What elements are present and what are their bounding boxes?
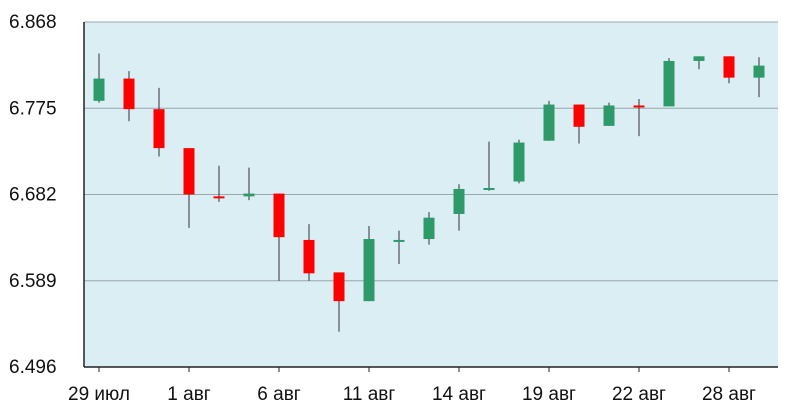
candle xyxy=(543,100,555,141)
candle-body xyxy=(633,105,645,108)
candle-body xyxy=(723,56,735,78)
y-tick-label: 6.775 xyxy=(9,98,57,119)
x-tick-label: 6 авг xyxy=(257,384,301,405)
candle xyxy=(183,148,195,228)
candle-body xyxy=(573,104,585,127)
y-tick-label: 6.868 xyxy=(9,12,57,33)
candle-body xyxy=(273,193,285,238)
candle-body xyxy=(393,239,405,242)
candle xyxy=(393,230,405,265)
candle xyxy=(723,56,735,84)
candle xyxy=(303,224,315,281)
candle xyxy=(663,58,675,107)
candle-body xyxy=(483,188,495,191)
x-tick-label: 11 авг xyxy=(343,384,396,405)
x-tick-labels: 29 июл 1 авг 6 авг 11 авг 14 авг 19 авг 22 авг… xyxy=(68,367,756,405)
candle xyxy=(573,104,585,144)
candle-body xyxy=(363,239,375,302)
candle xyxy=(423,212,435,245)
candle xyxy=(213,165,225,202)
candle xyxy=(453,184,465,231)
candles xyxy=(93,53,765,332)
candle xyxy=(633,98,645,137)
candle-body xyxy=(123,78,135,110)
x-tick-label: 29 июл xyxy=(68,384,130,405)
candle-body xyxy=(513,142,525,182)
candle-body xyxy=(753,65,765,78)
y-tick-label: 6.496 xyxy=(9,357,57,378)
candle xyxy=(363,226,375,302)
x-tick-label: 19 авг xyxy=(522,384,576,405)
candle-body xyxy=(423,217,435,240)
candle-body xyxy=(183,148,195,195)
candle-body xyxy=(213,196,225,199)
grid-lines xyxy=(84,21,778,368)
y-tick-label: 6.589 xyxy=(9,271,57,292)
candle xyxy=(693,56,705,70)
candle-body xyxy=(153,109,165,149)
candle xyxy=(603,102,615,126)
axes xyxy=(83,22,778,368)
x-tick-label: 28 авг xyxy=(702,384,756,405)
candle xyxy=(513,139,525,184)
candle-body xyxy=(663,60,675,107)
candle xyxy=(273,193,285,281)
candle xyxy=(123,71,135,122)
candle xyxy=(93,53,105,103)
y-tick-labels: 6.868 6.775 6.682 6.589 6.496 xyxy=(9,12,57,378)
x-tick-label: 14 авг xyxy=(432,384,486,405)
candle xyxy=(753,57,765,98)
candle-body xyxy=(93,78,105,101)
candle xyxy=(243,167,255,201)
y-tick-label: 6.682 xyxy=(9,185,57,206)
candle-body xyxy=(243,193,255,197)
candle xyxy=(483,141,495,191)
candle-body xyxy=(693,56,705,61)
candle xyxy=(153,87,165,157)
candle-body xyxy=(333,272,345,302)
candle-body xyxy=(453,188,465,214)
x-tick-label: 1 авг xyxy=(167,384,211,405)
candle-body xyxy=(543,104,555,141)
candle-body xyxy=(303,239,315,274)
candle xyxy=(333,272,345,332)
candle-body xyxy=(603,105,615,126)
x-tick-label: 22 авг xyxy=(612,384,666,405)
